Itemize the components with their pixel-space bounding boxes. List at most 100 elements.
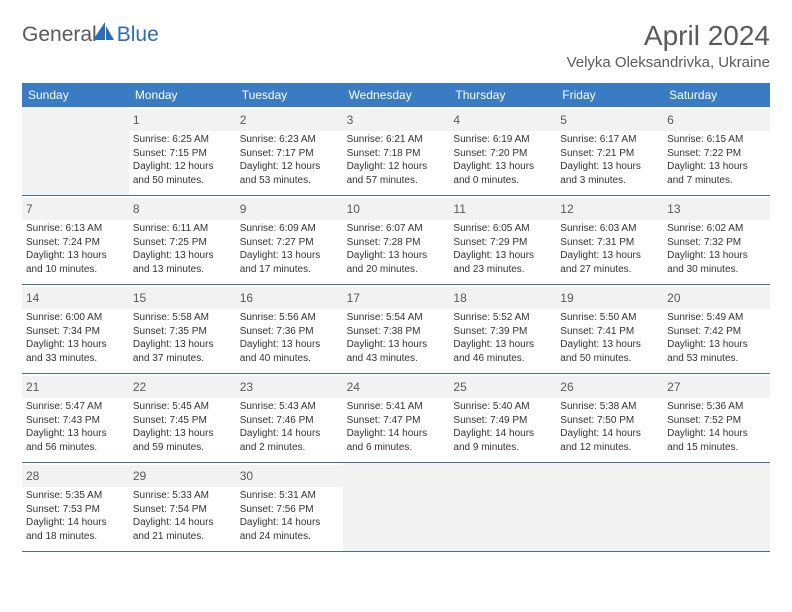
calendar-cell: 3 Sunrise: 6:21 AMSunset: 7:18 PMDaylight… [343,107,450,195]
calendar-week: 1Sunrise: 6:25 AMSunset: 7:15 PMDaylight… [22,107,770,196]
day-detail: Sunrise: 5:43 AMSunset: 7:46 PMDaylight:… [240,400,339,454]
day-number: 13 [667,202,680,216]
calendar-cell: 18 Sunrise: 5:52 AMSunset: 7:39 PMDayligh… [449,285,556,373]
day-number-row: 16 [236,287,343,309]
day-number-row: 3 [343,109,450,131]
day-number-row: 6 [663,109,770,131]
day-number: 2 [240,113,247,127]
day-number-row: 14 [22,287,129,309]
calendar-cell: 23Sunrise: 5:43 AMSunset: 7:46 PMDayligh… [236,374,343,462]
day-number: 22 [133,380,146,394]
day-number-row: 21 [22,376,129,398]
day-number: 24 [347,380,360,394]
day-number: 25 [453,380,466,394]
calendar-cell: 19 Sunrise: 5:50 AMSunset: 7:41 PMDayligh… [556,285,663,373]
day-detail: Sunrise: 5:45 AMSunset: 7:45 PMDaylight:… [133,400,232,454]
calendar: Sunday Monday Tuesday Wednesday Thursday… [22,83,770,552]
calendar-cell: 22 Sunrise: 5:45 AMSunset: 7:45 PMDayligh… [129,374,236,462]
day-number-row: 5 [556,109,663,131]
logo-text-general: General [22,23,97,47]
calendar-cell: 26Sunrise: 5:38 AMSunset: 7:50 PMDayligh… [556,374,663,462]
day-detail: Sunrise: 6:21 AMSunset: 7:18 PMDaylight:… [347,133,446,187]
day-number: 17 [347,291,360,305]
day-detail: Sunrise: 5:49 AMSunset: 7:42 PMDaylight:… [667,311,766,365]
day-number: 15 [133,291,146,305]
location-text: Velyka Oleksandrivka, Ukraine [567,54,770,71]
day-number: 3 [347,113,354,127]
calendar-cell: 14 Sunrise: 6:00 AMSunset: 7:34 PMDayligh… [22,285,129,373]
day-header-wednesday: Wednesday [343,83,450,107]
calendar-cell: 15 Sunrise: 5:58 AMSunset: 7:35 PMDayligh… [129,285,236,373]
calendar-cell: 28Sunrise: 5:35 AMSunset: 7:53 PMDayligh… [22,463,129,551]
day-number-row: 22 [129,376,236,398]
day-header-monday: Monday [129,83,236,107]
calendar-cell: 4Sunrise: 6:19 AMSunset: 7:20 PMDaylight… [449,107,556,195]
day-detail: Sunrise: 5:52 AMSunset: 7:39 PMDaylight:… [453,311,552,365]
calendar-cell: 12Sunrise: 6:03 AMSunset: 7:31 PMDayligh… [556,196,663,284]
day-number: 9 [240,202,247,216]
day-detail: Sunrise: 6:00 AMSunset: 7:34 PMDaylight:… [26,311,125,365]
day-number: 14 [26,291,39,305]
calendar-cell-empty [663,463,770,551]
day-number-row: 26 [556,376,663,398]
calendar-cell: 2Sunrise: 6:23 AMSunset: 7:17 PMDaylight… [236,107,343,195]
weeks-container: 1Sunrise: 6:25 AMSunset: 7:15 PMDaylight… [22,107,770,552]
day-detail: Sunrise: 6:19 AMSunset: 7:20 PMDaylight:… [453,133,552,187]
page-header: General Blue April 2024 Velyka Oleksandr… [22,20,770,71]
calendar-cell-empty [343,463,450,551]
day-detail: Sunrise: 5:54 AMSunset: 7:38 PMDaylight:… [347,311,446,365]
day-detail: Sunrise: 5:47 AMSunset: 7:43 PMDaylight:… [26,400,125,454]
day-detail: Sunrise: 6:25 AMSunset: 7:15 PMDaylight:… [133,133,232,187]
day-number-row: 15 [129,287,236,309]
day-detail: Sunrise: 5:50 AMSunset: 7:41 PMDaylight:… [560,311,659,365]
day-number: 20 [667,291,680,305]
calendar-cell: 20 Sunrise: 5:49 AMSunset: 7:42 PMDayligh… [663,285,770,373]
day-header-saturday: Saturday [663,83,770,107]
day-number-row: 19 [556,287,663,309]
day-number-row: 30 [236,465,343,487]
calendar-week: 14 Sunrise: 6:00 AMSunset: 7:34 PMDayligh… [22,285,770,374]
day-detail: Sunrise: 6:11 AMSunset: 7:25 PMDaylight:… [133,222,232,276]
calendar-week: 28Sunrise: 5:35 AMSunset: 7:53 PMDayligh… [22,463,770,552]
day-detail: Sunrise: 5:33 AMSunset: 7:54 PMDaylight:… [133,489,232,543]
title-block: April 2024 Velyka Oleksandrivka, Ukraine [567,20,770,71]
day-number: 19 [560,291,573,305]
calendar-cell-empty [556,463,663,551]
day-number-row: 28 [22,465,129,487]
day-number-row: 18 [449,287,556,309]
calendar-cell: 9Sunrise: 6:09 AMSunset: 7:27 PMDaylight… [236,196,343,284]
calendar-cell: 6 Sunrise: 6:15 AMSunset: 7:22 PMDaylight… [663,107,770,195]
day-number-row: 10 [343,198,450,220]
day-number-row: 11 [449,198,556,220]
day-header-thursday: Thursday [449,83,556,107]
day-number-row-empty [343,465,450,487]
day-detail: Sunrise: 6:17 AMSunset: 7:21 PMDaylight:… [560,133,659,187]
day-number-row: 20 [663,287,770,309]
day-detail: Sunrise: 5:38 AMSunset: 7:50 PMDaylight:… [560,400,659,454]
day-number-row-empty [663,465,770,487]
day-detail: Sunrise: 6:15 AMSunset: 7:22 PMDaylight:… [667,133,766,187]
calendar-cell: 16Sunrise: 5:56 AMSunset: 7:36 PMDayligh… [236,285,343,373]
calendar-cell: 24Sunrise: 5:41 AMSunset: 7:47 PMDayligh… [343,374,450,462]
day-number: 6 [667,113,674,127]
day-number-row: 7 [22,198,129,220]
day-number-row: 17 [343,287,450,309]
day-detail: Sunrise: 5:58 AMSunset: 7:35 PMDaylight:… [133,311,232,365]
calendar-cell: 17 Sunrise: 5:54 AMSunset: 7:38 PMDayligh… [343,285,450,373]
calendar-cell: 13Sunrise: 6:02 AMSunset: 7:32 PMDayligh… [663,196,770,284]
day-number: 18 [453,291,466,305]
logo-sail-icon [91,20,117,49]
day-header-friday: Friday [556,83,663,107]
day-detail: Sunrise: 6:13 AMSunset: 7:24 PMDaylight:… [26,222,125,276]
calendar-cell: 8Sunrise: 6:11 AMSunset: 7:25 PMDaylight… [129,196,236,284]
day-number: 27 [667,380,680,394]
day-number-row: 24 [343,376,450,398]
calendar-cell: 1Sunrise: 6:25 AMSunset: 7:15 PMDaylight… [129,107,236,195]
day-number: 29 [133,469,146,483]
calendar-cell: 21 Sunrise: 5:47 AMSunset: 7:43 PMDayligh… [22,374,129,462]
day-number-row-empty [449,465,556,487]
day-number: 21 [26,380,39,394]
day-header-row: Sunday Monday Tuesday Wednesday Thursday… [22,83,770,107]
day-number-row: 29 [129,465,236,487]
day-number: 5 [560,113,567,127]
